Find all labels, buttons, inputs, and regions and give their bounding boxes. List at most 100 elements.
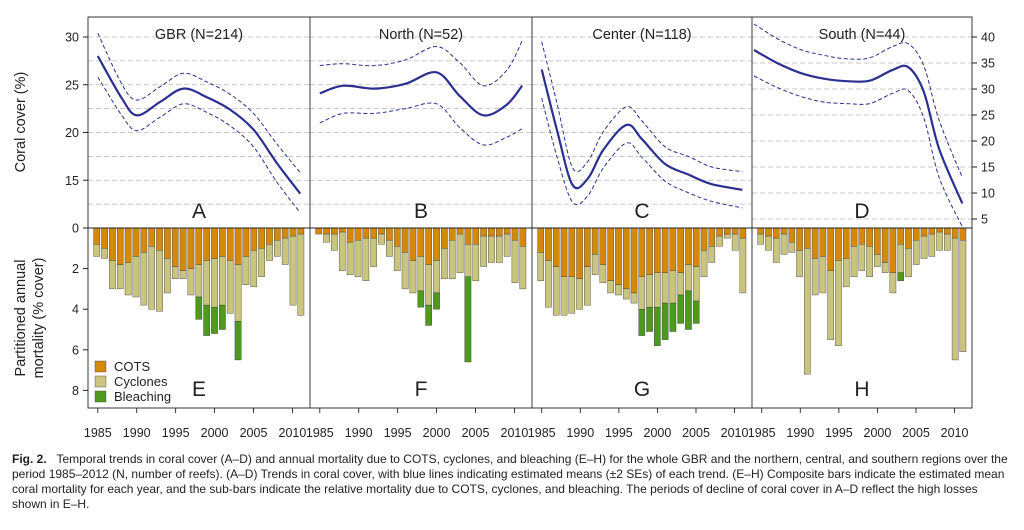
cots-bar xyxy=(250,227,258,251)
cyclone-bar xyxy=(234,264,242,322)
cyclone-bar xyxy=(646,274,653,308)
cyclone-bar xyxy=(219,256,226,306)
cots-bar xyxy=(417,227,425,257)
cots-bar xyxy=(739,227,747,239)
cyclone-bar xyxy=(370,237,378,267)
cots-bar xyxy=(560,227,568,277)
cyclone-bar xyxy=(835,260,842,346)
cots-bar xyxy=(315,227,323,235)
cots-bar xyxy=(171,227,179,267)
cots-bar xyxy=(203,227,210,261)
cots-bar xyxy=(881,227,889,263)
cyclone-bar xyxy=(242,256,250,286)
cyclone-bar xyxy=(912,239,920,265)
cyclone-bar xyxy=(576,278,583,310)
cots-bar xyxy=(850,227,858,247)
cyclone-bar xyxy=(607,280,614,294)
cots-bar xyxy=(772,227,780,239)
y-tick-label: 40 xyxy=(981,31,995,45)
lower-ci-line xyxy=(97,76,301,214)
cots-bar xyxy=(464,227,472,245)
panel-letter: H xyxy=(854,378,869,401)
bleaching-bar xyxy=(234,321,242,361)
cots-bar xyxy=(599,227,607,265)
panel-title: GBR (N=214) xyxy=(155,27,243,43)
mean-cover-line xyxy=(753,49,964,204)
cots-bar xyxy=(156,227,163,251)
y-tick-label: 2 xyxy=(72,262,79,276)
x-tick-label: 2000 xyxy=(423,426,451,440)
cyclone-bar xyxy=(959,239,967,353)
cyclone-bar xyxy=(297,233,305,316)
cots-bar xyxy=(480,227,487,237)
cots-bar xyxy=(951,227,959,239)
cyclone-bar xyxy=(677,272,684,296)
cots-bar xyxy=(568,227,576,277)
cyclone-bar xyxy=(827,270,834,340)
cyclone-bar xyxy=(560,276,568,316)
bleaching-bar xyxy=(417,290,425,308)
cyclone-bar xyxy=(354,239,362,277)
cyclone-bar xyxy=(378,233,385,245)
cyclone-bar xyxy=(881,262,889,273)
cyclone-bar xyxy=(425,264,432,306)
cots-bar xyxy=(920,227,928,237)
legend-swatch xyxy=(94,375,107,388)
cots-bar xyxy=(804,227,811,249)
cots-bar xyxy=(537,227,544,253)
cyclone-bar xyxy=(819,256,827,294)
cyclone-bar xyxy=(700,250,708,277)
x-tick-label: 1990 xyxy=(345,426,373,440)
cots-bar xyxy=(101,227,108,249)
cots-bar xyxy=(661,227,669,273)
cyclone-bar xyxy=(448,239,456,279)
x-tick-label: 2005 xyxy=(462,426,490,440)
cots-bar xyxy=(124,227,132,263)
bleaching-bar xyxy=(219,304,226,330)
bleaching-bar xyxy=(638,309,646,336)
cyclone-bar xyxy=(545,260,552,308)
cots-bar xyxy=(835,227,842,261)
bleaching-bar xyxy=(195,296,203,320)
y-tick-label: 6 xyxy=(72,343,79,357)
cyclone-bar xyxy=(132,256,140,298)
cyclone-bar xyxy=(537,252,544,281)
cots-bar xyxy=(116,227,124,265)
cyclone-bar xyxy=(708,246,716,263)
cots-bar xyxy=(266,227,273,245)
x-tick-label: 1995 xyxy=(605,426,633,440)
cots-bar xyxy=(441,227,448,249)
x-tick-label: 1985 xyxy=(84,426,112,440)
cyclone-bar xyxy=(661,272,669,304)
cots-bar xyxy=(226,227,234,261)
cyclone-bar xyxy=(472,244,480,281)
cyclone-bar xyxy=(480,235,487,267)
y-tick-label: 35 xyxy=(981,57,995,71)
cyclone-bar xyxy=(362,237,370,281)
lower-ci-line xyxy=(319,102,523,146)
cots-bar xyxy=(545,227,552,261)
y-tick-label: 4 xyxy=(72,303,79,317)
legend-label: Cyclones xyxy=(114,374,168,389)
cots-bar xyxy=(362,227,370,239)
cyclone-bar xyxy=(796,250,803,277)
cots-bar xyxy=(654,227,661,273)
x-tick-label: 2005 xyxy=(902,426,930,440)
cots-bar xyxy=(622,227,630,290)
panel-title: South (N=44) xyxy=(819,27,906,43)
cyclone-bar xyxy=(568,276,576,314)
cyclone-bar xyxy=(889,272,897,294)
cyclone-bar xyxy=(273,239,281,257)
cots-bar xyxy=(511,227,519,241)
cots-bar xyxy=(323,227,330,235)
x-tick-label: 1990 xyxy=(786,426,814,440)
cots-bar xyxy=(488,227,495,237)
cyclone-bar xyxy=(281,237,289,265)
cyclone-bar xyxy=(164,258,171,294)
cyclone-bar xyxy=(811,258,819,296)
x-tick-label: 2010 xyxy=(279,426,307,440)
cots-bar xyxy=(140,227,148,253)
x-tick-label: 1985 xyxy=(748,426,776,440)
